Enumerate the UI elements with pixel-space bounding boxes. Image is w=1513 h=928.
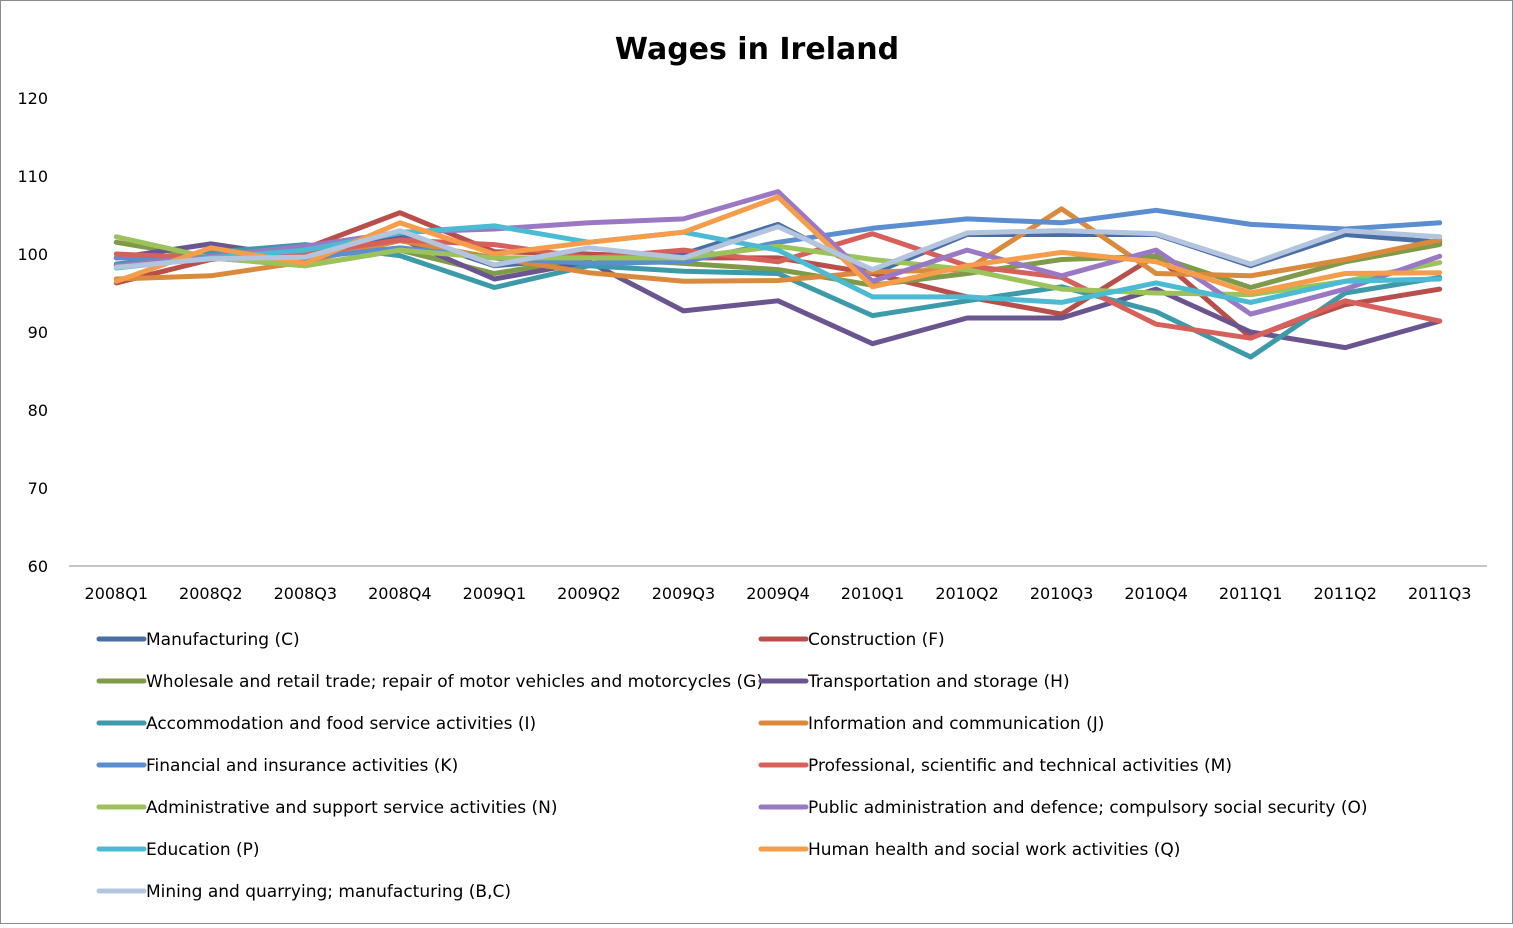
legend-label: Administrative and support service activ… [146,798,558,818]
chart-title: Wages in Ireland [615,32,899,67]
y-tick-label: 100 [17,245,48,264]
legend-item: Human health and social work activities … [758,840,1180,860]
legend-label: Manufacturing (C) [146,630,300,650]
x-tick-label: 2010Q1 [841,584,905,603]
y-tick-label: 80 [28,401,48,420]
legend-item: Public administration and defence; compu… [758,798,1368,818]
x-tick-label: 2009Q4 [746,584,810,603]
legend-item: Financial and insurance activities (K) [96,756,458,776]
x-tick-label: 2009Q3 [652,584,716,603]
legend-item: Wholesale and retail trade; repair of mo… [96,672,763,692]
y-tick-label: 120 [17,89,48,108]
x-tick-label: 2009Q1 [463,584,527,603]
x-tick-label: 2011Q2 [1313,584,1377,603]
legend-item: Transportation and storage (H) [758,672,1070,692]
axes: 60 70 80 90 100 110 120 2008Q1 2008Q2 2008Q3 2008Q… [17,89,1487,603]
x-tick-label: 2010Q3 [1030,584,1094,603]
legend-label: Accommodation and food service activitie… [146,714,536,734]
x-tick-label: 2008Q1 [85,584,149,603]
legend-item: Mining and quarrying; manufacturing (B,C… [96,882,511,902]
legend-label: Financial and insurance activities (K) [146,756,458,776]
x-tick-label: 2008Q4 [368,584,432,603]
legend-item: Administrative and support service activ… [96,798,558,818]
legend-label: Public administration and defence; compu… [808,798,1368,818]
x-tick-label: 2009Q2 [557,584,621,603]
x-tick-label: 2008Q2 [179,584,243,603]
legend-item: Construction (F) [758,630,945,650]
legend-item: Information and communication (J) [758,714,1104,734]
legend-item: Manufacturing (C) [96,630,300,650]
legend-label: Information and communication (J) [808,714,1104,734]
x-tick-label: 2010Q4 [1124,584,1188,603]
series-line-13 [113,224,1443,273]
legend-item: Education (P) [96,840,260,860]
legend-item: Accommodation and food service activitie… [96,714,536,734]
y-tick-label: 90 [28,323,48,342]
legend-label: Education (P) [146,840,260,860]
legend-label: Professional, scientific and technical a… [808,756,1232,776]
series-line-11 [113,223,1443,305]
legend-item: Professional, scientific and technical a… [758,756,1232,776]
x-tick-label: 2011Q1 [1219,584,1283,603]
series-line-10 [113,189,1443,317]
y-tick-label: 70 [28,479,48,498]
legend-label: Human health and social work activities … [808,840,1180,860]
legend: Manufacturing (C) Construction (F) Wholesa… [96,630,1368,902]
x-tick-label: 2008Q3 [274,584,338,603]
series-lines [113,189,1443,360]
series-line-2 [113,210,1443,340]
x-tick-label: 2010Q2 [935,584,999,603]
legend-label: Mining and quarrying; manufacturing (B,C… [146,882,511,902]
legend-label: Construction (F) [808,630,945,650]
y-tick-label: 60 [28,557,48,576]
legend-label: Transportation and storage (H) [807,672,1070,692]
x-tick-label: 2011Q3 [1408,584,1472,603]
series-line-7 [113,207,1443,266]
y-tick-label: 110 [17,167,48,186]
legend-label: Wholesale and retail trade; repair of mo… [146,672,763,692]
